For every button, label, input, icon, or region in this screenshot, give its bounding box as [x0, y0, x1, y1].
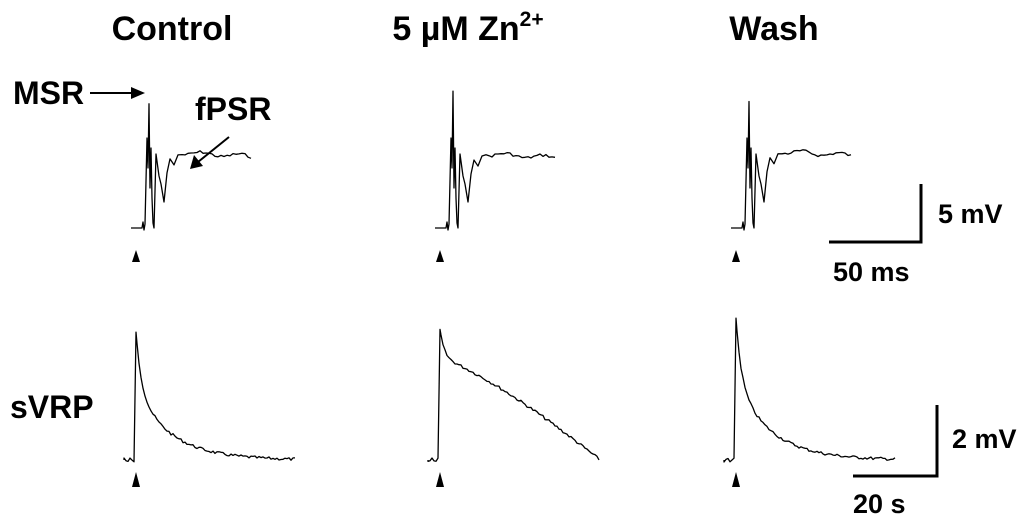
scale-bar-top — [829, 184, 923, 244]
scale-label-top-time: 50 ms — [833, 257, 910, 287]
stimulus-marker-top-wash — [732, 250, 740, 262]
scale-bar-bottom — [853, 405, 939, 478]
trace-msr-zinc — [435, 90, 556, 231]
scale-label-bottom-voltage: 2 mV — [952, 424, 1017, 454]
title-zinc-main: 5 µM Zn — [392, 10, 519, 48]
stimulus-marker-bottom-wash — [732, 472, 740, 487]
stimulus-marker-top-zinc — [436, 250, 444, 262]
title-zinc-superscript: 2+ — [520, 8, 544, 31]
title-wash: Wash — [729, 10, 818, 48]
label-svrp: sVRP — [10, 389, 94, 425]
title-zinc: 5 µM Zn2+ — [392, 8, 543, 48]
fpsr-arrow — [190, 136, 230, 169]
stimulus-marker-top-control — [132, 250, 140, 262]
trace-svrp-wash — [723, 317, 896, 463]
trace-msr-wash — [731, 100, 852, 231]
trace-svrp-control — [123, 331, 295, 463]
msr-arrow — [90, 87, 145, 99]
scale-label-top-voltage: 5 mV — [938, 199, 1003, 229]
title-control: Control — [112, 10, 233, 48]
scale-label-bottom-time: 20 s — [853, 489, 906, 519]
trace-svrp-zinc — [427, 328, 600, 463]
stimulus-marker-bottom-zinc — [436, 472, 444, 487]
label-msr: MSR — [13, 75, 84, 111]
label-fpsr: fPSR — [195, 91, 271, 127]
stimulus-marker-bottom-control — [132, 472, 140, 487]
trace-msr-control — [131, 103, 252, 231]
